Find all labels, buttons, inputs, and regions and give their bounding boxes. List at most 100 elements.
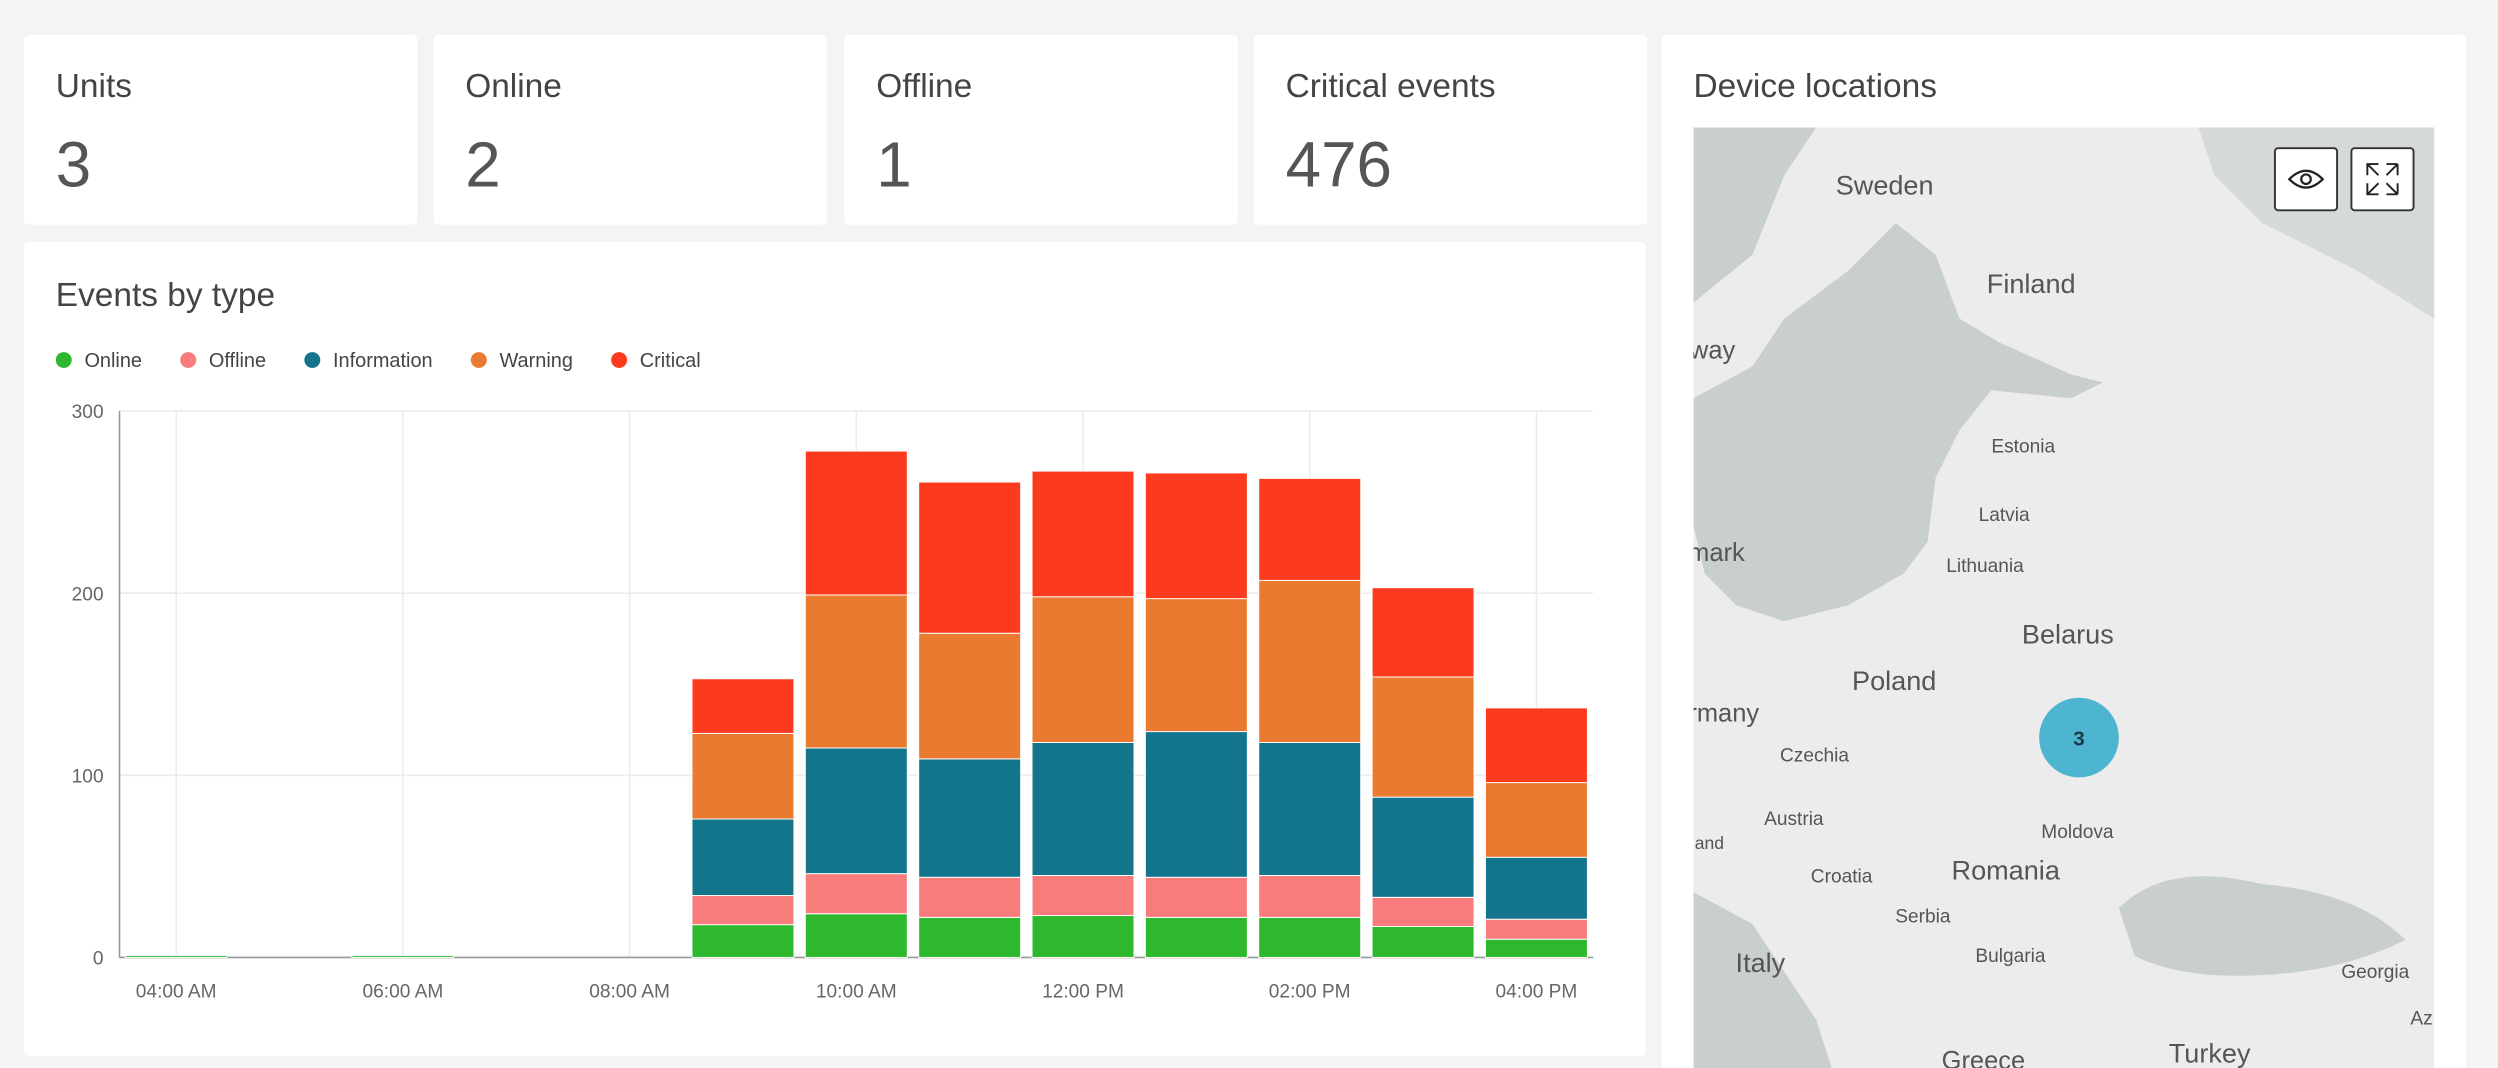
bar-segment (918, 632, 1022, 760)
bar-segment (1258, 579, 1362, 743)
legend-label: Offline (209, 350, 266, 372)
y-tick-label: 0 (93, 949, 104, 970)
place-label: and (1695, 833, 1724, 853)
place-label: Czechia (1780, 745, 1849, 766)
fullscreen-icon (2366, 163, 2399, 196)
place-label: Croatia (1811, 867, 1873, 888)
eye-icon (2287, 169, 2325, 189)
kpi-card (844, 35, 1238, 225)
kpi-card (433, 35, 827, 225)
cluster-marker[interactable] (2039, 697, 2119, 778)
place-label: Sweden (1836, 169, 1934, 200)
bar-segment (124, 955, 228, 958)
place-label: Az (2410, 1008, 2432, 1029)
place-label: Moldova (2041, 822, 2114, 843)
place-label: nmark (1674, 539, 1745, 567)
bar-segment (1371, 796, 1475, 898)
bar-segment (691, 895, 795, 926)
place-label: Estonia (1991, 436, 2055, 457)
bar-segment (918, 876, 1022, 918)
bar-segment (1144, 731, 1248, 878)
bar-segment (1144, 598, 1248, 733)
bar-segment (804, 913, 908, 958)
place-label: Belarus (2022, 619, 2114, 650)
chart: Online Offline Information Warning Critical 0… (55, 350, 1594, 1002)
place-label: Finland (1987, 268, 2076, 299)
bar-segment (804, 873, 908, 915)
map: Sweden Finland way Estonia Latvia nmark Lithua… (1674, 127, 2435, 1068)
bar-segment (691, 678, 795, 734)
bar-segment (1371, 587, 1475, 678)
x-tick-label: 02:00 PM (1269, 981, 1351, 1002)
bar-segment (1484, 856, 1588, 920)
bar-segment (1031, 915, 1135, 958)
bar-segment (1144, 876, 1248, 918)
visibility-button[interactable] (2273, 147, 2339, 212)
bar-segment (1258, 874, 1362, 918)
bar-segment (1258, 477, 1362, 581)
bar-segment (691, 818, 795, 896)
place-label: Austria (1764, 809, 1824, 830)
place-label: Latvia (1979, 505, 2030, 526)
bar-segment (1484, 782, 1588, 858)
x-tick-label: 04:00 PM (1496, 981, 1578, 1002)
legend-label: Warning (500, 350, 573, 372)
kpi-label: Offline (876, 68, 972, 105)
kpi-value: 2 (465, 128, 500, 200)
x-tick-label: 08:00 AM (589, 981, 670, 1002)
place-label: Bulgaria (1975, 946, 2045, 967)
legend-label: Online (84, 350, 142, 372)
bar-segment (918, 916, 1022, 958)
bar-segment (351, 955, 455, 958)
bar-segment (804, 594, 908, 749)
map-water (1693, 223, 2103, 622)
bar-segment (1144, 472, 1248, 600)
kpi-value: 3 (56, 128, 91, 200)
bar-segment (1371, 676, 1475, 798)
kpi-card (23, 35, 418, 225)
bar-segment (1371, 925, 1475, 958)
fullscreen-button[interactable] (2350, 147, 2415, 212)
y-tick-label: 100 (72, 766, 104, 787)
legend-label: Information (333, 350, 433, 372)
bar-segment (1031, 874, 1135, 917)
bar-segment (918, 758, 1022, 878)
bar-segment (804, 747, 908, 875)
place-label: way (1689, 336, 1736, 364)
x-tick-label: 10:00 AM (816, 981, 897, 1002)
x-tick-label: 12:00 PM (1042, 981, 1124, 1002)
bar-segment (1258, 916, 1362, 958)
place-label: Poland (1852, 665, 1936, 696)
kpi-label: Online (465, 68, 562, 105)
legend-swatch (55, 352, 72, 369)
y-tick-label: 300 (72, 402, 104, 423)
place-label: Greece (1942, 1047, 2026, 1068)
place-label: rmany (1688, 700, 1759, 728)
bar-segment (1484, 707, 1588, 784)
legend-swatch (611, 352, 628, 369)
chart-title: Events by type (56, 277, 275, 314)
map-water (2118, 876, 2406, 976)
bar-segment (918, 481, 1022, 634)
map-water (1693, 127, 1817, 303)
bar-segment (691, 924, 795, 958)
place-label: Serbia (1895, 906, 1951, 927)
legend-label: Critical (640, 350, 701, 372)
place-label: Romania (1952, 854, 2061, 885)
eye-icon (2300, 173, 2312, 186)
kpi-label: Units (56, 68, 132, 105)
legend-swatch (470, 352, 487, 369)
bar-segment (1031, 742, 1135, 876)
bar-segment (1484, 938, 1588, 958)
bar-segment (1484, 918, 1588, 940)
kpi-label: Critical events (1286, 68, 1496, 105)
place-label: Turkey (2169, 1038, 2251, 1068)
y-tick-label: 200 (72, 584, 104, 605)
map-title: Device locations (1693, 68, 1936, 105)
x-tick-label: 06:00 AM (363, 981, 444, 1002)
bar-segment (1031, 596, 1135, 743)
place-label: Italy (1736, 947, 1786, 978)
bar-segment (1144, 916, 1248, 958)
cluster-count[interactable]: 3 (2073, 728, 2085, 751)
